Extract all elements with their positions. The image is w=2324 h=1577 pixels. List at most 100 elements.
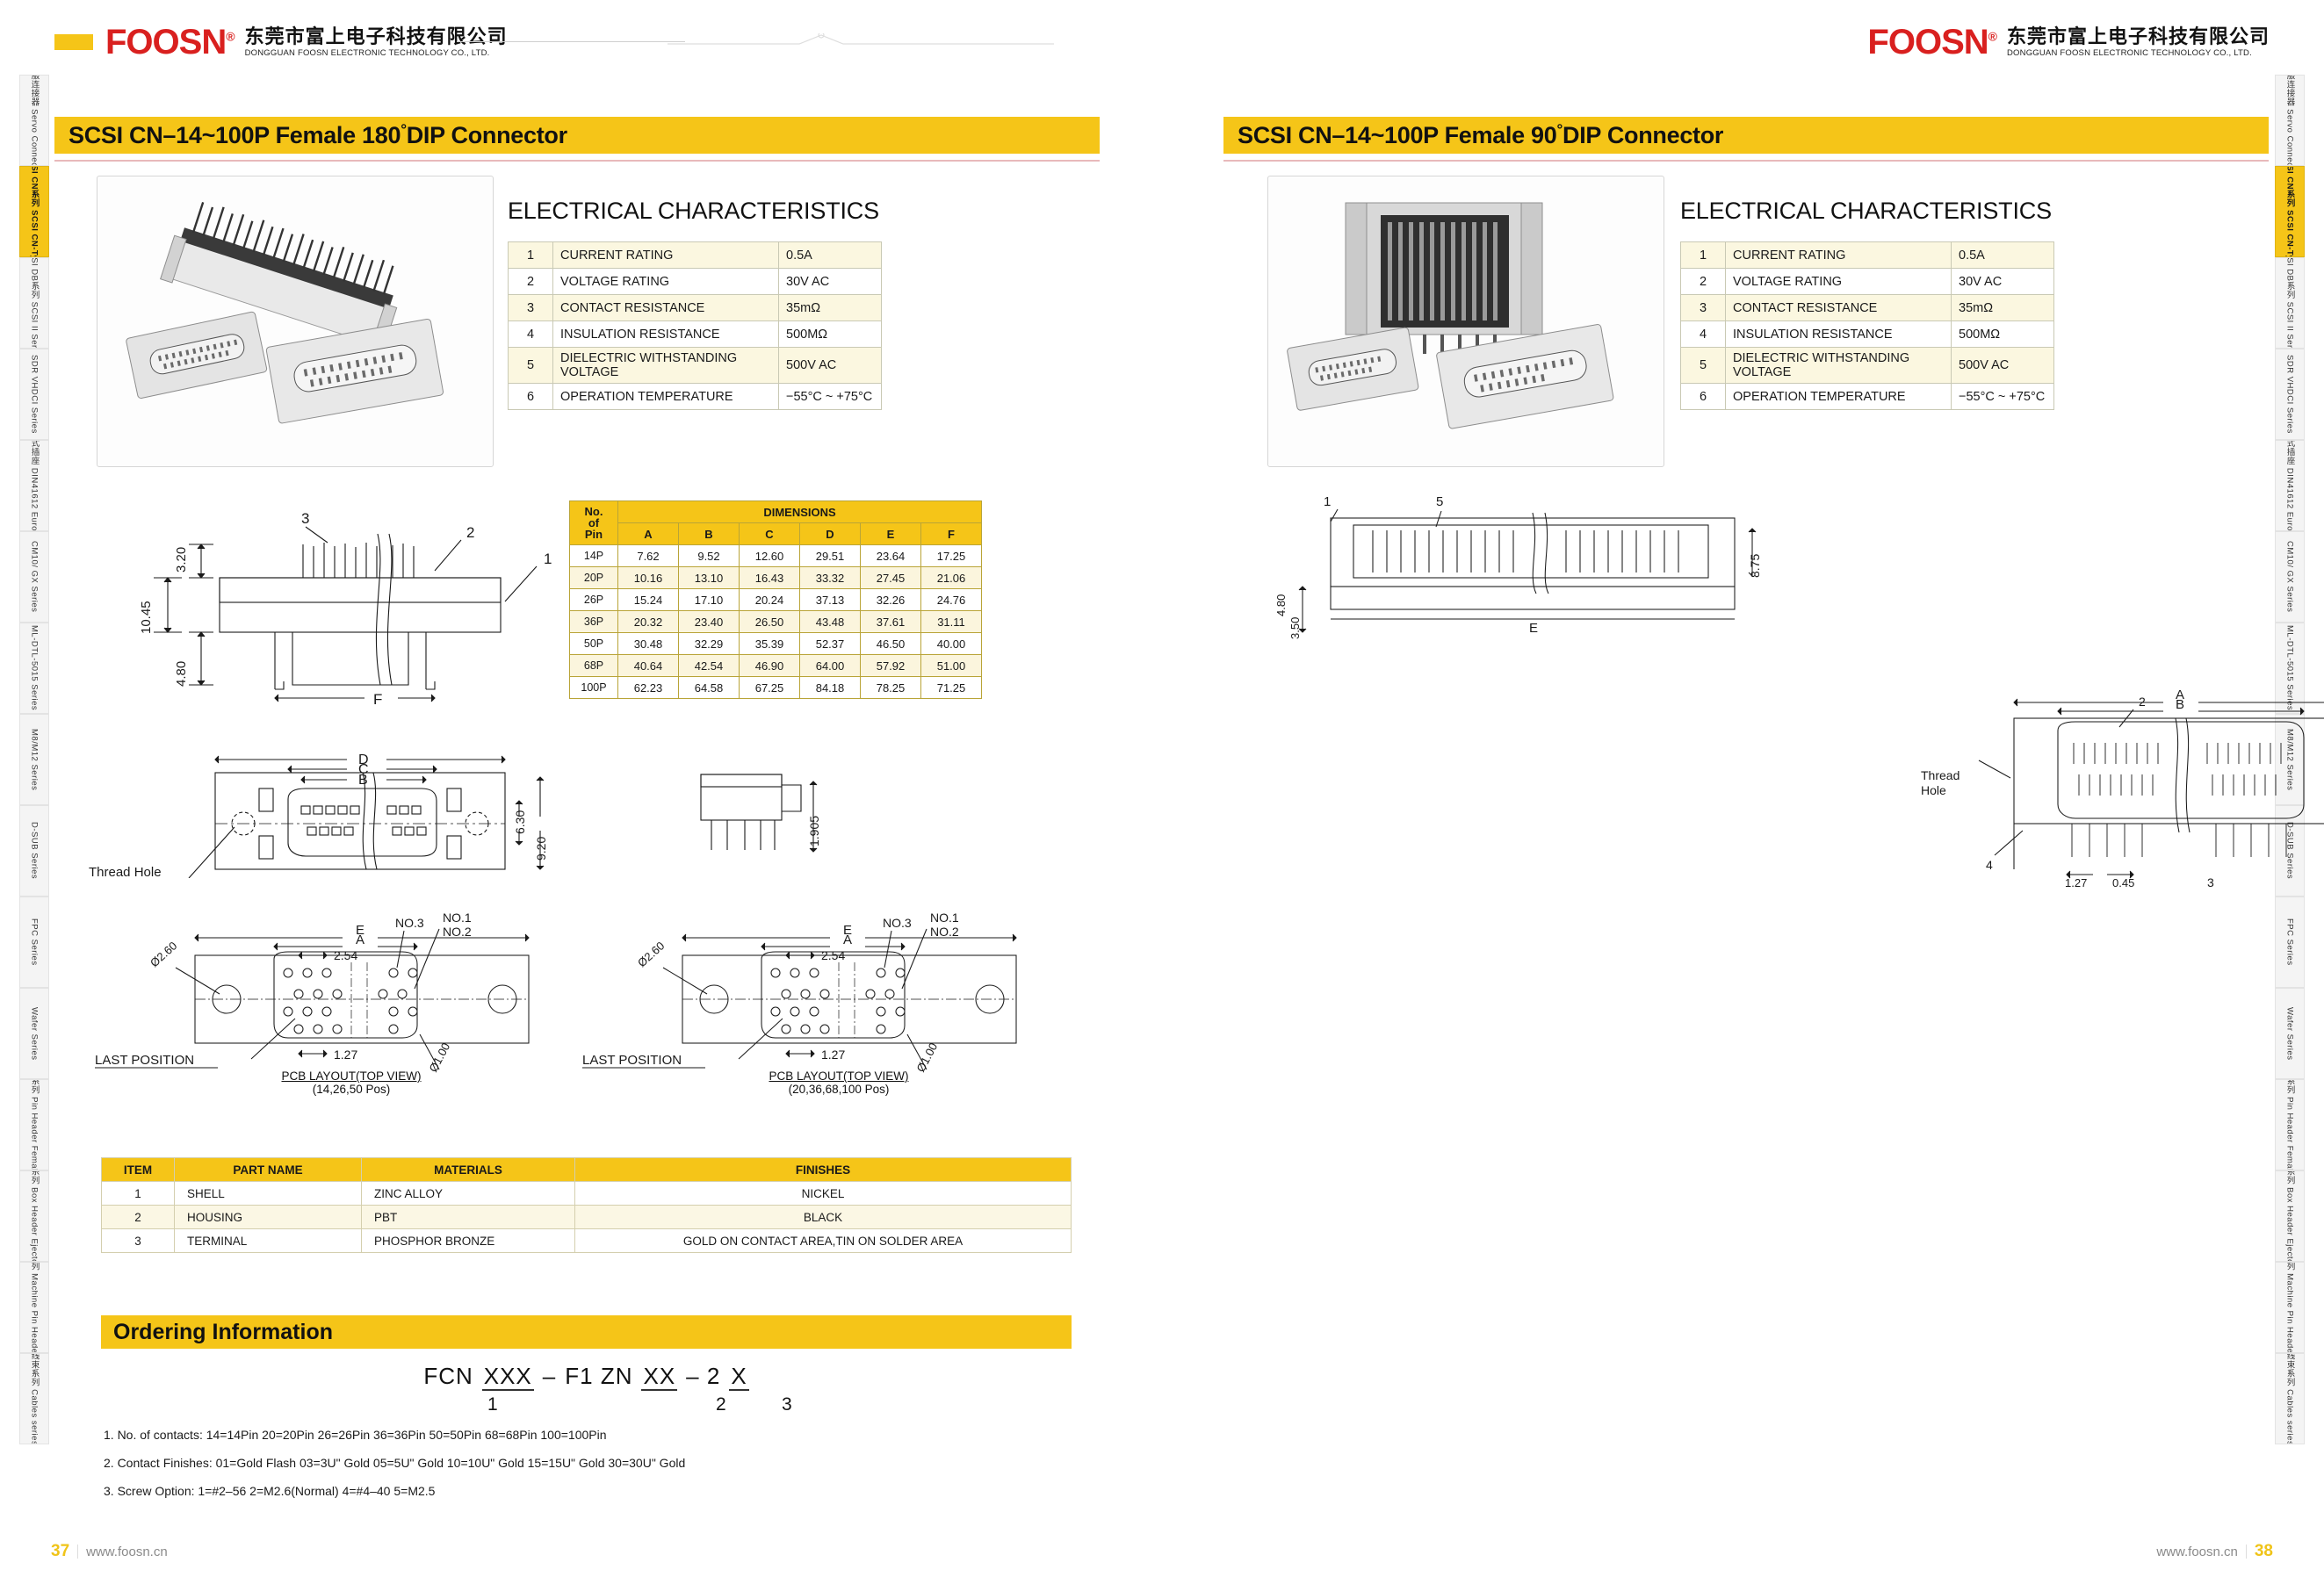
dim-col-header: E	[860, 522, 921, 545]
sidebar-tabs-left[interactable]: 伺服连接器 Servo Connector SCSI CN系列 SCSI CN-T…	[19, 75, 49, 1444]
product-photo-left	[97, 176, 494, 467]
sidebar-tab-11[interactable]: 排针排母系列 Pin Header Female Header	[19, 1079, 49, 1170]
foosn-logo: FOOSN®	[105, 23, 235, 61]
dim-B: B	[358, 773, 368, 788]
materials-cell: PBT	[361, 1205, 575, 1229]
electrical-row: 4 INSULATION RESISTANCE 500MΩ	[508, 320, 882, 348]
pcb-dim-1-27: 1.27	[821, 1048, 845, 1062]
materials-cell: 2	[101, 1205, 175, 1229]
sidebar-tab-14[interactable]: 线束系列 Cables series	[2275, 1353, 2305, 1444]
sidebar-tab-12[interactable]: 简折牛角系列 Box Header Ejector Header	[2275, 1170, 2305, 1262]
section-title-banner-left: SCSI CN–14~100P Female 180°DIP Connector	[54, 117, 1100, 154]
pcb-no1: NO.1	[930, 911, 959, 925]
dim-value-cell: 51.00	[920, 654, 982, 677]
pcb-no2: NO.2	[443, 925, 472, 939]
electrical-heading-right: ELECTRICAL CHARACTERISTICS	[1680, 198, 2052, 224]
sidebar-tab-3[interactable]: SDR VHDCI Series	[19, 349, 49, 440]
dim-D: D	[358, 752, 369, 767]
sidebar-tab-9[interactable]: FPC Series	[2275, 897, 2305, 988]
dim-value-cell: 78.25	[860, 676, 921, 699]
dim-value-cell: 67.25	[739, 676, 800, 699]
header-rule	[457, 41, 685, 42]
sidebar-tab-4[interactable]: DIN41612欧式插座 DIN41612 European Socket	[19, 440, 49, 531]
dim-value-cell: 26.50	[739, 610, 800, 633]
sidebar-tab-label: 简折牛角系列 Box Header Ejector Header	[29, 1170, 40, 1262]
sidebar-tab-10[interactable]: Wafer Series	[2275, 988, 2305, 1079]
dim-F: F	[373, 691, 382, 708]
sidebar-tab-4[interactable]: DIN41612欧式插座 DIN41612 European Socket	[2275, 440, 2305, 531]
dim-value-cell: 40.00	[920, 632, 982, 655]
electrical-cell: 500MΩ	[778, 320, 882, 348]
electrical-cell: 3	[508, 294, 553, 321]
sidebar-tab-3[interactable]: SDR VHDCI Series	[2275, 349, 2305, 440]
sidebar-tab-label: FPC Series	[29, 918, 40, 966]
sidebar-tabs-right[interactable]: 伺服连接器 Servo Connector SCSI CN系列 SCSI CN-T…	[2275, 75, 2305, 1444]
brand-header-left: FOOSN® 东莞市富上电子科技有限公司 DONGGUAN FOOSN ELEC…	[54, 16, 508, 68]
dim-8-75: 8.75	[1748, 554, 1762, 578]
sidebar-tab-2[interactable]: SCSI DB系列 SCSI II Series	[19, 257, 49, 349]
materials-cell: 3	[101, 1228, 175, 1253]
sidebar-tab-10[interactable]: Wafer Series	[19, 988, 49, 1079]
sidebar-tab-label: 排针排母系列 Pin Header Female Header	[29, 1079, 40, 1170]
sidebar-tab-1[interactable]: SCSI CN系列 SCSI CN-Type	[19, 166, 49, 257]
ordering-code-variable: XXX	[481, 1363, 534, 1391]
callout-3: 3	[301, 510, 309, 527]
electrical-cell: 2	[508, 268, 553, 295]
dim-0-45: 0.45	[2112, 876, 2134, 889]
technical-drawing-side-view-left: 3 2 1 F 3.20 10.45 4.80	[89, 510, 552, 878]
dim-pin-cell: 20P	[569, 566, 618, 589]
sidebar-tab-13[interactable]: 圆升圆母系列 Machine Pin Header & Socket	[19, 1262, 49, 1353]
sidebar-tab-0[interactable]: 伺服连接器 Servo Connector	[2275, 75, 2305, 166]
sidebar-tab-2[interactable]: SCSI DB系列 SCSI II Series	[2275, 257, 2305, 349]
ordering-code-fixed: – 2	[686, 1363, 721, 1389]
sidebar-tab-1[interactable]: SCSI CN系列 SCSI CN-Type	[2275, 166, 2305, 257]
dim-value-cell: 9.52	[678, 544, 740, 567]
dim-value-cell: 17.10	[678, 588, 740, 611]
sidebar-tab-label: D-SUB Series	[2284, 822, 2295, 880]
dim-row: 100P 62.23 64.58 67.25 84.18 78.25 71.25	[569, 676, 982, 699]
footer-divider-right	[2245, 1545, 2247, 1559]
dim-pin-cell: 68P	[569, 654, 618, 677]
sidebar-tab-label: 圆升圆母系列 Machine Pin Header & Socket	[29, 1262, 40, 1353]
dim-value-cell: 32.26	[860, 588, 921, 611]
ordering-note-1-left: 1. No. of contacts: 14=14Pin 20=20Pin 26…	[104, 1428, 607, 1442]
electrical-row: 2 VOLTAGE RATING 30V AC	[508, 268, 882, 295]
page-title-left: SCSI CN–14~100P Female 180°DIP Connector	[69, 121, 567, 148]
pcb-dim-E: E	[356, 923, 364, 938]
materials-cell: GOLD ON CONTACT AREA,TIN ON SOLDER AREA	[574, 1228, 1072, 1253]
technical-drawing-detail-left: 1.905	[700, 774, 821, 853]
ordering-code-left: FCN XXX – F1 ZN XX – 2 X	[101, 1363, 1072, 1391]
sidebar-tab-12[interactable]: 简折牛角系列 Box Header Ejector Header	[19, 1170, 49, 1262]
sidebar-tab-9[interactable]: FPC Series	[19, 897, 49, 988]
sidebar-tab-label: CM10/ GX Series	[2284, 541, 2295, 613]
ordering-code-variable: X	[729, 1363, 749, 1391]
sidebar-tab-13[interactable]: 圆升圆母系列 Machine Pin Header & Socket	[2275, 1262, 2305, 1353]
dim-row: 26P 15.24 17.10 20.24 37.13 32.26 24.76	[569, 588, 982, 611]
electrical-row: 3 CONTACT RESISTANCE 35mΩ	[508, 294, 882, 321]
dim-row: 50P 30.48 32.29 35.39 52.37 46.50 40.00	[569, 632, 982, 655]
dim-value-cell: 20.24	[739, 588, 800, 611]
dim-C: C	[358, 762, 369, 777]
sidebar-tab-7[interactable]: M8/M12 Series	[19, 714, 49, 805]
sidebar-tab-label: M8/M12 Series	[29, 728, 40, 791]
sidebar-tab-0[interactable]: 伺服连接器 Servo Connector	[19, 75, 49, 166]
sidebar-tab-6[interactable]: ML-DTL-5015 Series	[19, 623, 49, 714]
pcb-dim-2-54: 2.54	[821, 948, 845, 962]
sidebar-tab-8[interactable]: D-SUB Series	[19, 805, 49, 897]
sidebar-tab-14[interactable]: 线束系列 Cables series	[19, 1353, 49, 1444]
dim-6-30: 6.30	[513, 810, 527, 834]
callout-2-right: 2	[2139, 695, 2146, 709]
pcb-no2: NO.2	[930, 925, 959, 939]
sidebar-tab-5[interactable]: CM10/ GX Series	[2275, 531, 2305, 623]
dim-row: 20P 10.16 13.10 16.43 33.32 27.45 21.06	[569, 566, 982, 589]
sidebar-tab-8[interactable]: D-SUB Series	[2275, 805, 2305, 897]
header-ornament	[668, 33, 1054, 45]
sidebar-tab-5[interactable]: CM10/ GX Series	[19, 531, 49, 623]
sidebar-tab-6[interactable]: ML-DTL-5015 Series	[2275, 623, 2305, 714]
footer-website-left: www.foosn.cn	[86, 1544, 168, 1559]
dim-value-cell: 84.18	[799, 676, 861, 699]
sidebar-tab-11[interactable]: 排针排母系列 Pin Header Female Header	[2275, 1079, 2305, 1170]
sidebar-tab-label: D-SUB Series	[29, 822, 40, 880]
materials-col-header: ITEM	[101, 1157, 175, 1182]
dim-1-905: 1.905	[807, 816, 821, 846]
